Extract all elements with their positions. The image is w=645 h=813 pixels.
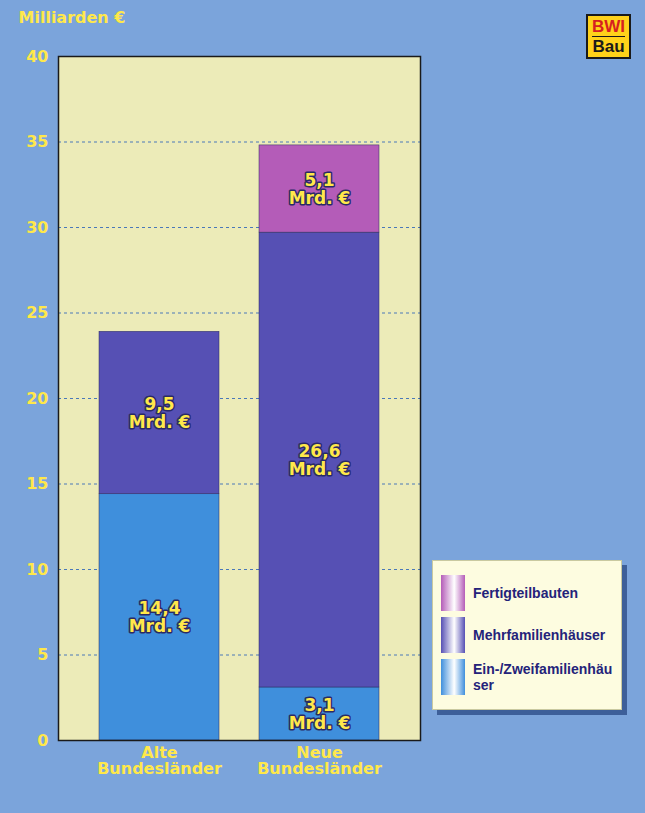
svg-text:Milliarden €: Milliarden € — [19, 8, 126, 27]
html-text:Bau: Bau — [592, 37, 625, 56]
html-text:BWI: BWI — [592, 17, 625, 36]
svg-text:5,1Mrd. €: 5,1Mrd. € — [289, 170, 351, 208]
svg-text:25: 25 — [26, 303, 48, 322]
svg-text:NeueBundesländer: NeueBundesländer — [257, 743, 382, 778]
svg-text:10: 10 — [26, 560, 48, 579]
svg-text:AlteBundesländer: AlteBundesländer — [97, 743, 222, 778]
html-text:Mehrfamilienhäuser: Mehrfamilienhäuser — [473, 627, 606, 643]
html-text:Ein-/Zweifamilienhäuser: Ein-/Zweifamilienhäuser — [473, 661, 613, 693]
svg-text:26,6Mrd. €: 26,6Mrd. € — [289, 441, 351, 479]
svg-text:30: 30 — [26, 218, 48, 237]
svg-text:15: 15 — [26, 474, 48, 493]
svg-text:5: 5 — [37, 645, 48, 664]
svg-text:3,1Mrd. €: 3,1Mrd. € — [289, 695, 351, 733]
svg-text:20: 20 — [26, 389, 48, 408]
svg-text:0: 0 — [37, 731, 48, 750]
svg-text:9,5Mrd. €: 9,5Mrd. € — [129, 394, 191, 432]
svg-text:35: 35 — [26, 132, 48, 151]
svg-text:14,4Mrd. €: 14,4Mrd. € — [129, 598, 191, 636]
html-text:Fertigteilbauten: Fertigteilbauten — [473, 585, 578, 601]
svg-text:40: 40 — [26, 47, 48, 66]
